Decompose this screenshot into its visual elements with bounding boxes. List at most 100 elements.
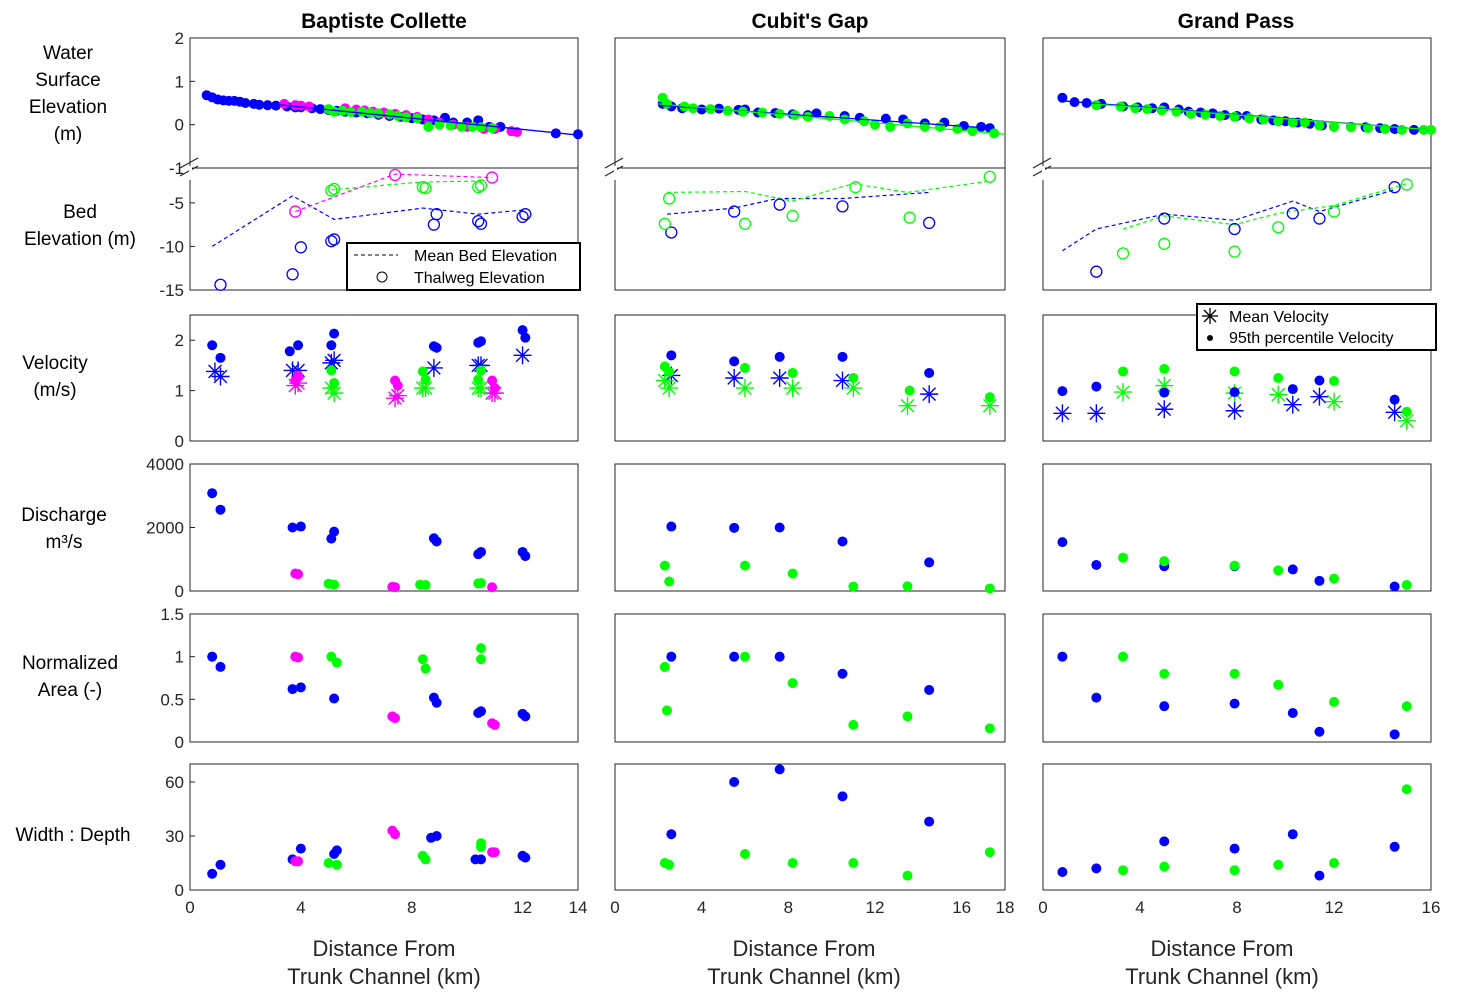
xtick-label: 16 [952,898,971,917]
legend-mean-velocity-label: Mean Velocity [1229,309,1329,326]
thalweg-point-blue [286,268,299,281]
thalweg-point-blue [519,208,532,221]
axis-break-gap [189,166,192,180]
p95-velocity-point-green [787,367,798,378]
p95-velocity-point-magenta [392,380,403,391]
water-surface-point-blue [696,104,707,115]
water-surface-point-green [456,121,467,132]
thalweg-point-green [1272,221,1285,234]
thalweg-point-blue [472,215,485,228]
width-depth-point-green [902,870,913,881]
normalized-area-point-blue [837,668,848,679]
width-depth-point-green [787,858,798,868]
water-surface-point-magenta [279,98,290,109]
xlabel-line1-col1: Distance From [312,936,455,961]
discharge-point-blue [295,521,306,532]
p95-velocity-point-green [664,366,675,377]
thalweg-point-green [738,217,752,230]
discharge-point-blue [520,551,531,562]
p95-velocity-point-blue [293,340,304,351]
p95-velocity-point-blue [924,367,935,378]
normalized-area-point-green [662,705,672,716]
xtick-label: 4 [296,898,305,917]
p95-velocity-point-blue [1159,387,1170,398]
water-surface-point-green [392,111,403,121]
width-depth-point-blue [295,843,306,854]
normalized-area-point-green [740,651,750,662]
discharge-point-blue [1389,581,1400,592]
width-depth-point-green [323,858,334,868]
normalized-area-point-magenta [390,713,401,724]
width-depth-point-green [848,858,859,868]
thalweg-point-green [325,184,338,197]
width-depth-point-blue [1314,870,1325,881]
ytick-label: 30 [165,827,184,846]
xtick-label: 18 [996,898,1015,917]
width-depth-point-blue [924,816,935,827]
mean-bed-line-green [1122,183,1407,230]
normalized-area-point-blue [431,697,442,708]
discharge-point-blue [476,546,486,557]
thalweg-point-magenta [289,205,302,218]
thalweg-point-green [663,192,676,205]
discharge-point-green [1159,556,1170,567]
thalweg-point-blue [294,241,308,254]
axes-width_depth-0 [189,763,579,891]
normalized-area-point-blue [1287,707,1298,718]
water-surface-fit-blue [206,96,579,136]
width-depth-point-green [331,859,342,870]
mean-velocity-point-blue [211,367,230,386]
mean-velocity-point-blue [1155,400,1174,419]
discharge-point-blue [431,536,442,547]
xtick-label: 4 [697,898,706,917]
normalized-area-point-magenta [293,652,304,663]
axis-break-mark [179,157,199,169]
thalweg-point-green [1400,178,1413,191]
width-depth-point-blue [331,845,342,856]
p95-velocity-point-blue [1229,387,1240,398]
axes-discharge-2 [1042,463,1432,592]
row-label-water-surface-4: (m) [54,124,82,145]
thalweg-point-green [1158,237,1171,250]
panel-title-grand-pass: Grand Pass [1178,10,1295,33]
p95-velocity-point-blue [476,336,486,347]
ytick-label: 0 [175,116,184,135]
row-label-water-surface-2: Surface [35,70,100,91]
p95-velocity-point-magenta [489,383,500,394]
mean-velocity-point-blue [920,385,939,404]
ytick-label: 60 [165,773,184,792]
width-depth-point-blue [1159,836,1170,847]
mean-bed-line-blue [666,191,930,215]
xlabel-line2-col3: Trunk Channel (km) [1125,964,1319,989]
normalized-area-point-blue [1229,698,1240,709]
width-depth-point-blue [520,852,531,863]
thalweg-point-green [474,179,488,192]
p95-velocity-point-magenta [293,370,304,381]
discharge-point-blue [924,557,935,568]
legend-bed-box [346,242,581,291]
discharge-point-green [1273,565,1284,576]
mean-velocity-point-blue [1225,401,1244,420]
ytick-label: 0 [175,582,184,601]
water-surface-fit-green [1091,103,1432,131]
panel-title-baptiste-collette: Baptiste Collette [301,10,467,33]
row-label-area-2: Area (-) [38,680,102,701]
axes-frames [179,37,1432,891]
normalized-area-point-blue [774,651,785,662]
ytick-label: 1 [175,72,184,91]
water-surface-point-green [384,109,395,120]
width-depth-point-blue [215,859,226,870]
ytick-label: -15 [159,281,184,300]
thalweg-point-blue [214,278,227,291]
xtick-label: 16 [1422,898,1441,917]
width-depth-point-blue [1389,841,1400,852]
thalweg-point-blue [474,217,488,230]
row-label-width-depth: Width : Depth [15,825,130,846]
water-surface-point-green [935,121,945,132]
axes-discharge-1 [614,463,1006,592]
p95-velocity-point-blue [1287,384,1298,395]
normalized-area-point-green [848,719,859,730]
normalized-area-point-green [659,661,670,672]
normalized-area-point-blue [1091,692,1102,703]
water-surface-point-green [1171,106,1182,117]
